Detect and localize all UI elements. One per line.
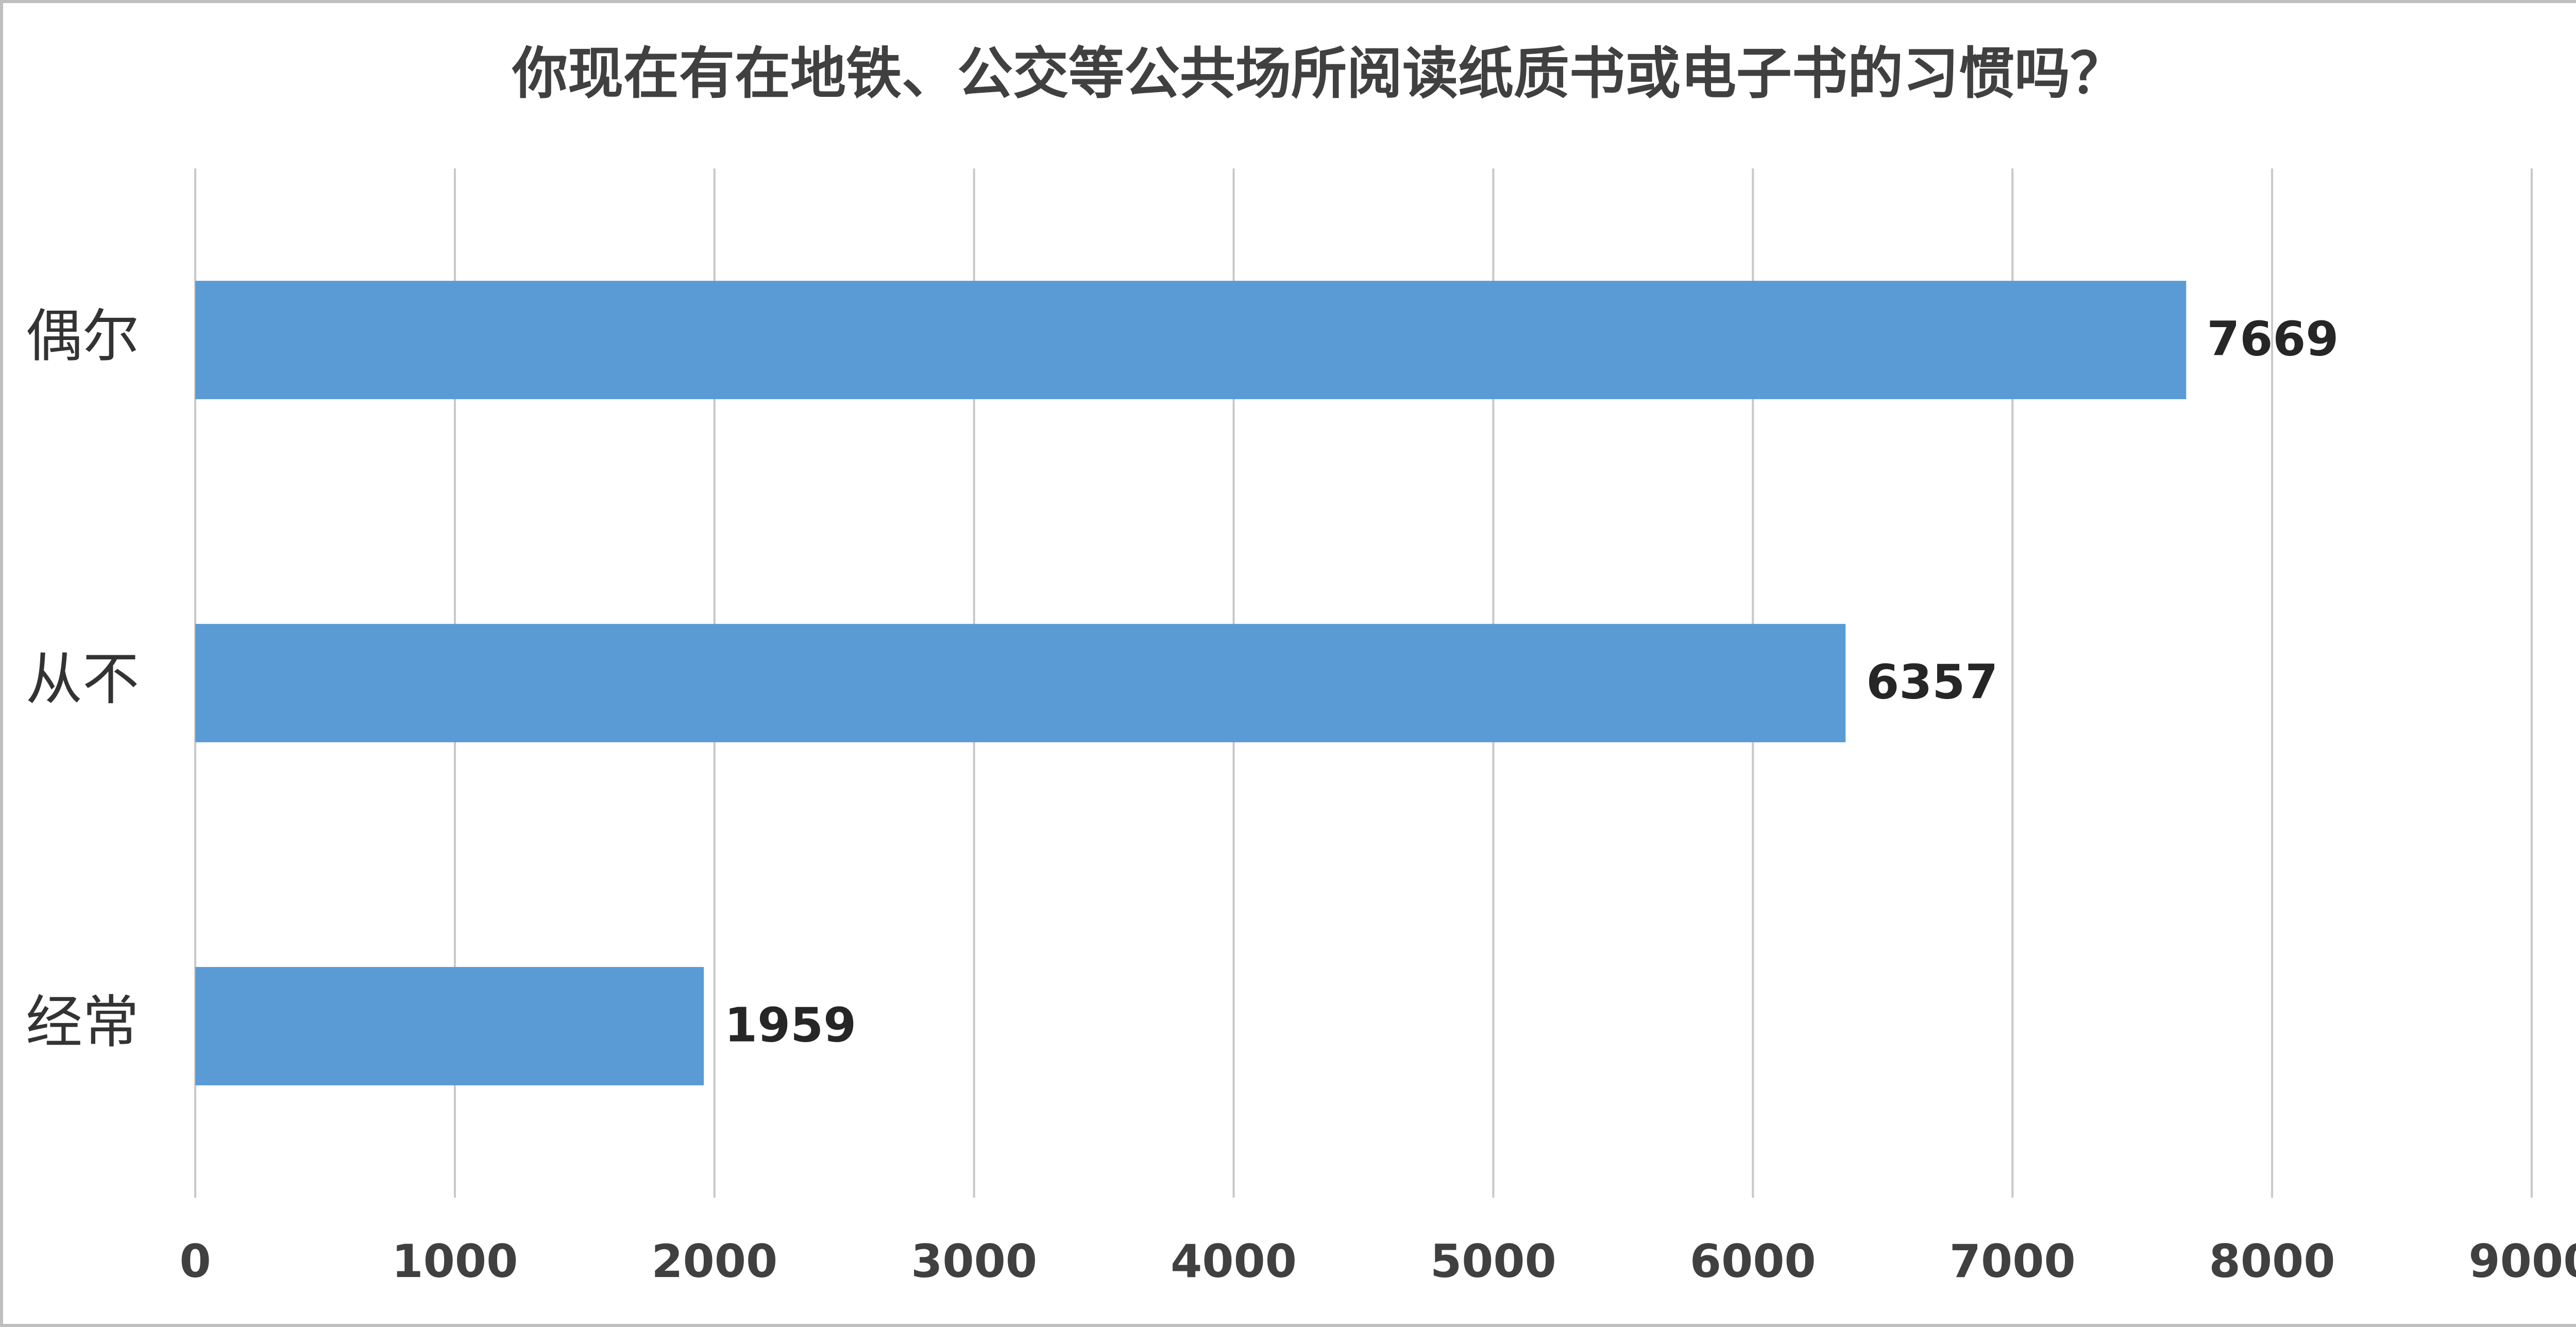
x-tick-label: 0 (179, 1235, 211, 1288)
data-label: 6357 (1866, 654, 1998, 709)
x-tick-label: 7000 (1950, 1235, 2076, 1288)
bar (195, 967, 704, 1085)
x-tick-label: 6000 (1690, 1235, 1816, 1288)
x-tick-label: 8000 (2209, 1235, 2335, 1288)
bar (195, 281, 2187, 399)
x-tick-label: 9000 (2469, 1235, 2576, 1288)
y-tick-label: 经常 (26, 989, 139, 1055)
y-tick-label: 偶尔 (26, 303, 139, 369)
data-label: 1959 (724, 997, 856, 1052)
x-tick-label: 4000 (1171, 1235, 1297, 1288)
x-tick-label: 5000 (1430, 1235, 1556, 1288)
bar (195, 624, 1846, 742)
x-tick-label: 1000 (392, 1235, 518, 1288)
x-tick-label: 3000 (911, 1235, 1037, 1288)
x-tick-label: 2000 (651, 1235, 777, 1288)
y-tick-label: 从不 (26, 646, 139, 712)
chart-title: 你现在有在地铁、公交等公共场所阅读纸质书或电子书的习惯吗？ (512, 42, 2126, 106)
data-label: 7669 (2207, 311, 2338, 366)
